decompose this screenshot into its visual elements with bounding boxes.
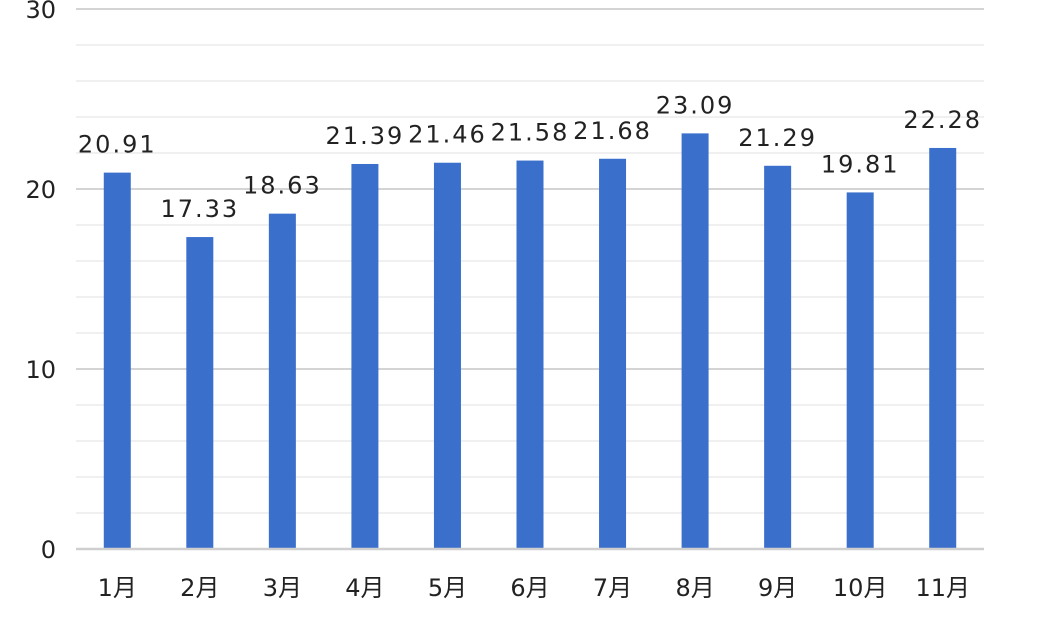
data-label: 23.09 — [656, 91, 735, 119]
bar — [268, 213, 296, 549]
x-tick-label: 8月 — [675, 574, 714, 602]
x-tick-label: 9月 — [758, 574, 797, 602]
data-label: 17.33 — [160, 195, 239, 223]
data-label: 21.58 — [491, 119, 570, 147]
data-label: 21.68 — [573, 117, 652, 145]
bar — [516, 160, 544, 549]
data-label: 20.91 — [78, 131, 157, 159]
x-axis-category-labels: 1月 2月 3月 4月 5月 6月 7月 8月 9月 10月 11月 — [98, 574, 970, 602]
x-tick-label: 3月 — [263, 574, 302, 602]
x-tick-label: 10月 — [833, 574, 888, 602]
x-tick-label: 1月 — [98, 574, 137, 602]
bar — [846, 192, 874, 550]
data-label: 21.29 — [738, 124, 817, 152]
y-tick-label: 10 — [25, 356, 56, 384]
bar — [764, 165, 792, 549]
x-tick-label: 7月 — [593, 574, 632, 602]
y-tick-label: 30 — [25, 0, 56, 24]
x-tick-label: 5月 — [428, 574, 467, 602]
data-label: 18.63 — [243, 172, 322, 200]
data-label: 22.28 — [903, 106, 982, 134]
x-tick-label: 6月 — [510, 574, 549, 602]
bar — [351, 163, 379, 550]
y-axis-tick-labels: 0 10 20 30 — [25, 0, 56, 564]
bar — [103, 172, 131, 549]
data-label: 21.46 — [408, 121, 487, 149]
bar — [599, 158, 627, 549]
y-tick-label: 20 — [25, 176, 56, 204]
x-tick-label: 11月 — [915, 574, 970, 602]
y-tick-label: 0 — [41, 536, 56, 564]
data-label: 19.81 — [821, 150, 900, 178]
x-tick-label: 2月 — [180, 574, 219, 602]
bar — [186, 237, 214, 549]
x-tick-label: 4月 — [345, 574, 384, 602]
bars — [103, 133, 957, 550]
bar — [433, 162, 461, 549]
data-label: 21.39 — [326, 122, 405, 150]
bar — [929, 147, 957, 549]
bar — [681, 133, 709, 549]
